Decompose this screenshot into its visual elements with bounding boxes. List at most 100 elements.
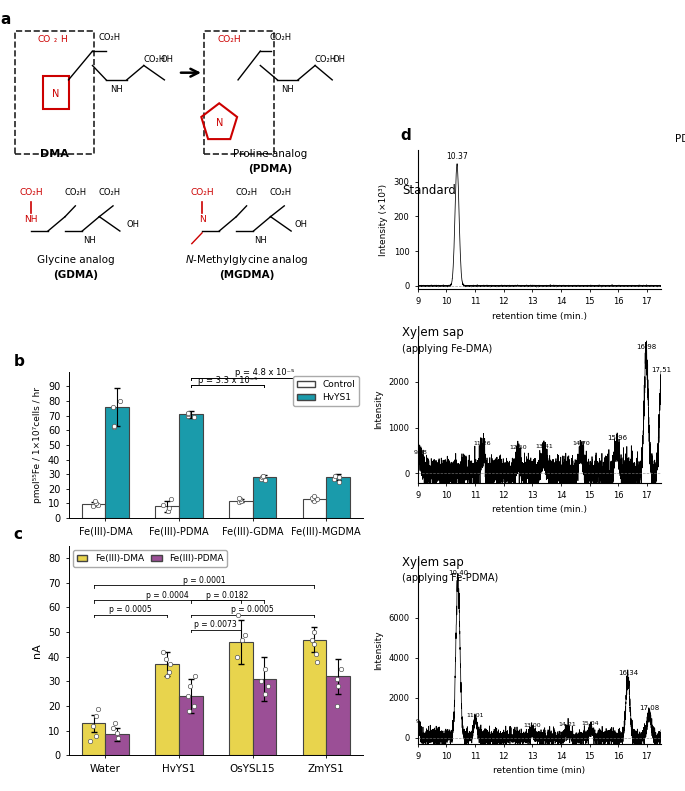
Y-axis label: Intensity: Intensity [374,389,383,430]
Text: 9: 9 [416,718,420,724]
Text: N: N [216,118,223,128]
Point [182,408,193,421]
Text: p = 3.3 x 10⁻⁵: p = 3.3 x 10⁻⁵ [198,376,258,384]
Text: (MGDMA): (MGDMA) [219,270,274,280]
Point [88,720,99,732]
Point [333,475,344,488]
Text: 11.01: 11.01 [466,713,484,717]
Point [189,700,200,713]
Text: a: a [0,12,10,27]
Text: $N$-Methylglycine analog: $N$-Methylglycine analog [185,253,308,267]
Point [185,680,196,693]
Point [332,700,342,713]
Bar [253,477,276,518]
Text: CO₂H: CO₂H [190,188,214,197]
Point [162,505,173,517]
Point [336,663,347,676]
Bar [105,407,129,518]
Text: OH: OH [161,55,174,64]
Point [306,491,317,504]
Point [183,410,194,422]
Point [92,498,103,511]
Bar [105,734,129,755]
Text: PDMA-2FMOC: PDMA-2FMOC [675,134,685,144]
Text: DMA: DMA [40,149,69,159]
Text: NH: NH [254,237,266,245]
Point [231,650,242,663]
Bar [303,499,326,518]
Text: p = 4.8 x 10⁻⁵: p = 4.8 x 10⁻⁵ [235,368,294,377]
Text: OH: OH [332,55,345,64]
Text: p = 0.0005: p = 0.0005 [231,605,274,615]
Point [89,494,100,507]
Text: (GDMA): (GDMA) [53,270,98,280]
Y-axis label: Intensity: Intensity [374,630,383,671]
Legend: Fe(III)-DMA, Fe(III)-PDMA: Fe(III)-DMA, Fe(III)-PDMA [73,551,227,566]
Text: CO: CO [38,35,51,44]
Text: 14.21: 14.21 [558,721,576,727]
Text: (applying Fe-PDMA): (applying Fe-PDMA) [402,573,499,584]
Point [90,710,101,722]
Point [256,675,266,687]
Text: OH: OH [295,221,308,229]
Point [236,633,247,645]
Point [87,500,98,513]
Text: p = 0.0073: p = 0.0073 [195,620,237,629]
Point [163,665,174,678]
Text: CO₂H: CO₂H [218,35,241,44]
Point [308,494,319,507]
X-axis label: retention time (min.): retention time (min.) [492,505,587,514]
Text: Proline analog: Proline analog [234,149,308,159]
Point [164,658,175,671]
Point [260,474,271,486]
Text: p = 0.0004: p = 0.0004 [146,591,188,600]
Text: p = 0.0001: p = 0.0001 [183,576,225,585]
Text: Standard: Standard [402,184,456,197]
Point [109,419,120,432]
Text: CO₂H: CO₂H [99,188,121,197]
Bar [155,506,179,518]
Text: OH: OH [127,221,140,229]
Point [312,493,323,505]
Point [164,501,175,514]
Point [257,471,268,483]
Point [332,672,342,685]
Text: 16.34: 16.34 [618,670,638,676]
Text: CO₂H: CO₂H [19,188,42,197]
Point [234,491,245,504]
Text: CO₂H: CO₂H [64,188,86,197]
Text: 17.08: 17.08 [639,705,659,710]
Point [259,663,270,676]
Text: CO₂H: CO₂H [270,188,292,197]
Point [234,496,245,509]
Text: ₂: ₂ [53,35,56,44]
Point [109,421,120,433]
Point [328,472,339,485]
Point [166,493,177,505]
Text: 10.40: 10.40 [448,570,468,576]
Bar [179,696,203,755]
Bar [326,676,349,755]
Text: 14.70: 14.70 [572,441,590,446]
Point [332,680,343,693]
Point [329,469,340,482]
Point [235,493,246,505]
Point [306,633,317,645]
Text: N: N [199,215,205,224]
Point [90,729,101,742]
Legend: Control, HvYS1: Control, HvYS1 [293,377,358,406]
Text: CO₂H: CO₂H [143,55,165,64]
Point [311,656,322,668]
Bar [326,477,349,518]
Text: Xylem sap: Xylem sap [402,555,464,569]
Bar [253,679,276,755]
Point [256,472,266,485]
Point [236,494,247,507]
Text: H: H [60,35,66,44]
Text: CO₂H: CO₂H [314,55,336,64]
Point [188,411,199,423]
Text: CO₂H: CO₂H [99,33,121,42]
Point [158,645,169,658]
Point [310,648,321,660]
Text: Glycine analog: Glycine analog [36,255,114,266]
